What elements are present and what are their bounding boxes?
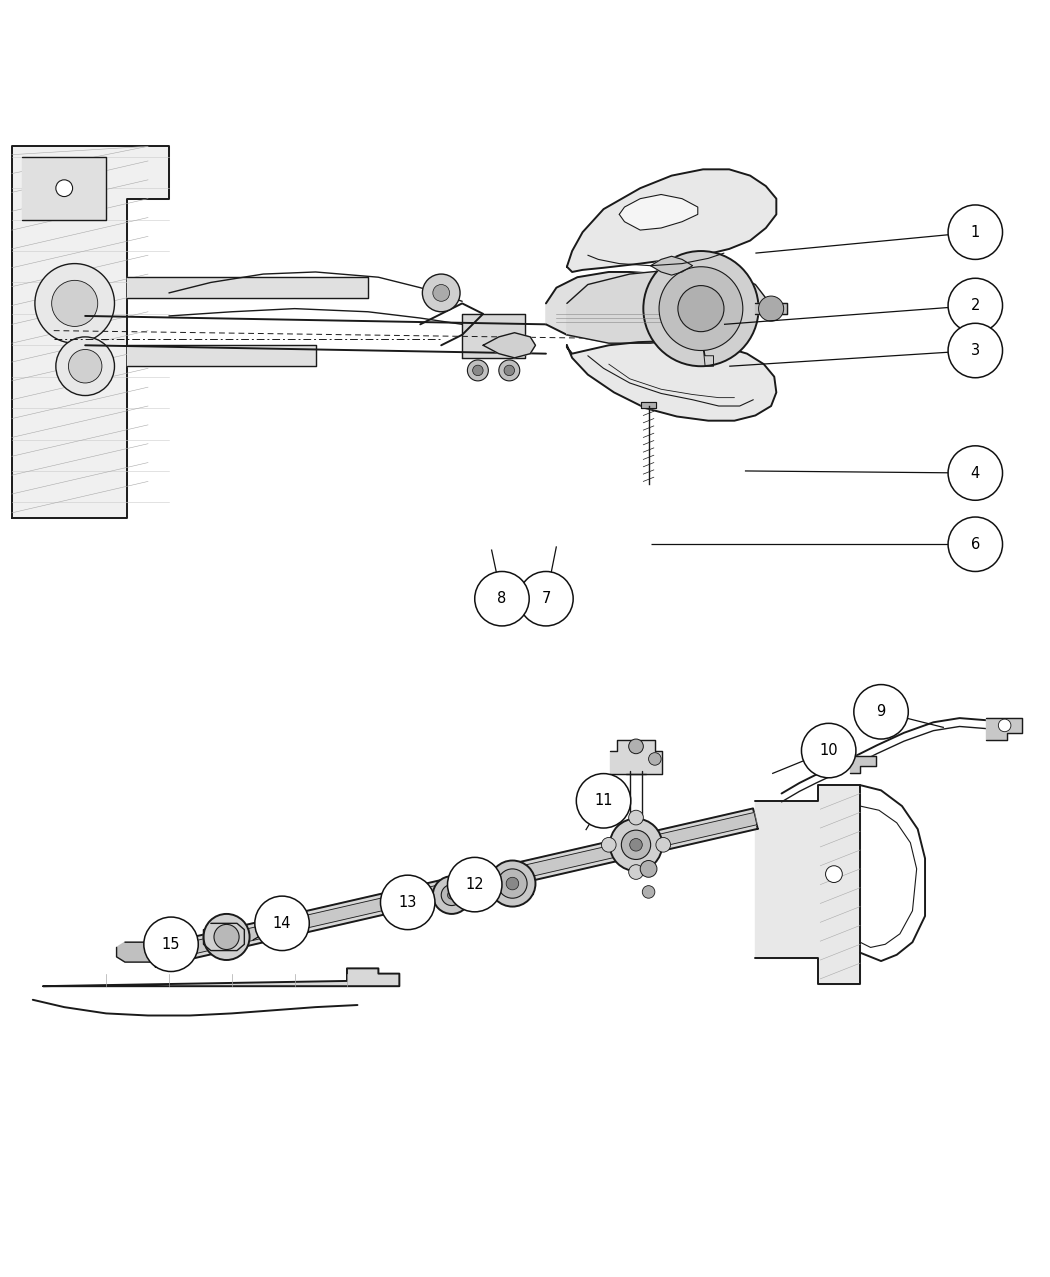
Circle shape [144,917,198,972]
Circle shape [948,446,1003,501]
Circle shape [51,281,98,327]
Circle shape [214,925,239,950]
Text: 14: 14 [273,916,291,931]
Polygon shape [127,277,368,298]
Text: 11: 11 [594,793,613,808]
Circle shape [622,830,651,859]
Circle shape [629,810,644,825]
Circle shape [659,267,742,350]
Polygon shape [642,402,656,409]
Polygon shape [567,269,765,344]
Circle shape [447,891,456,899]
Polygon shape [117,942,161,962]
Circle shape [447,857,502,912]
Circle shape [649,752,662,765]
Circle shape [519,572,573,626]
Circle shape [801,723,856,778]
Circle shape [433,285,449,301]
Polygon shape [620,194,698,230]
Circle shape [576,774,631,827]
Text: 1: 1 [970,225,980,240]
Polygon shape [755,304,786,314]
Polygon shape [755,785,860,985]
Circle shape [499,360,520,381]
Circle shape [472,365,483,375]
Polygon shape [43,968,399,986]
Polygon shape [204,923,245,950]
Circle shape [630,839,643,850]
Circle shape [948,323,1003,378]
Polygon shape [462,314,525,358]
Circle shape [825,866,842,882]
Text: 6: 6 [970,536,980,552]
Circle shape [498,868,527,898]
Circle shape [758,296,783,322]
Circle shape [678,286,723,332]
Circle shape [656,838,671,852]
Circle shape [489,861,536,907]
Text: 15: 15 [162,937,181,951]
Circle shape [204,914,250,960]
Circle shape [948,517,1003,572]
Polygon shape [610,741,663,774]
Text: 12: 12 [465,877,484,893]
Circle shape [380,875,435,930]
Polygon shape [567,170,776,272]
Circle shape [854,684,908,739]
Text: 9: 9 [877,705,886,719]
Polygon shape [483,333,536,358]
Circle shape [948,204,1003,259]
Polygon shape [152,812,757,963]
Circle shape [467,360,488,381]
Circle shape [441,885,462,905]
Circle shape [68,350,102,383]
Circle shape [948,278,1003,333]
Text: 4: 4 [970,466,980,480]
Circle shape [999,719,1011,732]
Circle shape [56,180,72,197]
Text: 2: 2 [970,298,980,313]
Circle shape [475,572,529,626]
Polygon shape [651,257,693,275]
Circle shape [506,877,519,890]
Polygon shape [22,157,106,220]
Text: 13: 13 [399,895,417,911]
Circle shape [629,739,644,753]
Circle shape [643,886,655,898]
Polygon shape [546,272,734,344]
Circle shape [255,896,310,950]
Text: 10: 10 [819,743,838,759]
Circle shape [640,861,657,877]
Circle shape [422,275,460,312]
Circle shape [629,865,644,880]
Text: 8: 8 [498,591,506,607]
Circle shape [610,819,663,871]
Polygon shape [704,345,714,366]
Polygon shape [567,341,776,420]
Circle shape [56,337,114,396]
Circle shape [644,252,758,366]
Circle shape [35,263,114,344]
Polygon shape [489,873,533,894]
Polygon shape [986,718,1023,741]
Text: 3: 3 [971,344,980,358]
Polygon shape [151,808,758,967]
Polygon shape [12,147,169,518]
Polygon shape [127,345,316,366]
Text: 7: 7 [541,591,550,607]
Circle shape [504,365,514,375]
Polygon shape [849,756,876,773]
Circle shape [602,838,616,852]
Circle shape [433,876,470,914]
